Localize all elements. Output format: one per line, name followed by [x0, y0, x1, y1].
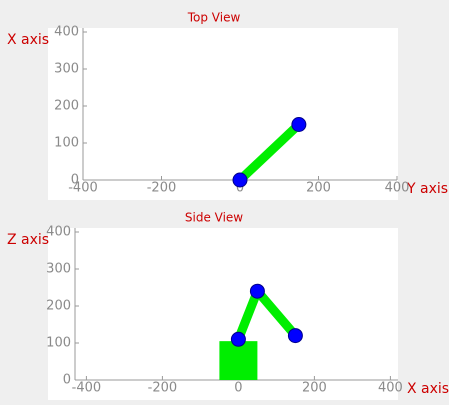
joint — [287, 328, 303, 344]
x-tick-label: 0 — [234, 381, 242, 396]
x-tick-label: -200 — [148, 381, 178, 396]
x-tick-label: -400 — [72, 381, 102, 396]
x-axis-label: Y axis — [406, 181, 448, 197]
y-tick-label: 200 — [46, 299, 71, 314]
x-tick-label: 400 — [378, 381, 403, 396]
y-tick-label: 300 — [54, 62, 79, 77]
y-axis-label: X axis — [7, 32, 49, 48]
x-tick-label: 0 — [236, 181, 244, 196]
y-tick-label: 100 — [46, 336, 71, 351]
chart-title: Top View — [187, 11, 241, 25]
joint — [230, 331, 246, 347]
joint — [232, 172, 248, 188]
robot-base — [219, 341, 258, 380]
y-tick-label: 200 — [54, 99, 79, 114]
x-tick-label: -400 — [68, 181, 98, 196]
y-tick-label: 400 — [46, 225, 71, 240]
y-tick-label: 400 — [54, 25, 79, 40]
y-tick-label: 300 — [46, 262, 71, 277]
plot-area — [48, 28, 398, 200]
x-tick-label: 400 — [385, 181, 410, 196]
x-tick-label: 200 — [302, 381, 327, 396]
x-tick-label: 200 — [306, 181, 331, 196]
x-axis-label: X axis — [407, 381, 449, 397]
joint — [291, 117, 307, 132]
y-axis-label: Z axis — [7, 232, 49, 248]
joint — [249, 283, 265, 299]
arm-link — [236, 121, 302, 184]
y-tick-label: 0 — [71, 173, 79, 188]
x-tick-label: -200 — [147, 181, 177, 196]
chart-title: Side View — [185, 211, 243, 225]
y-tick-label: 100 — [54, 136, 79, 151]
y-tick-label: 0 — [63, 373, 71, 388]
